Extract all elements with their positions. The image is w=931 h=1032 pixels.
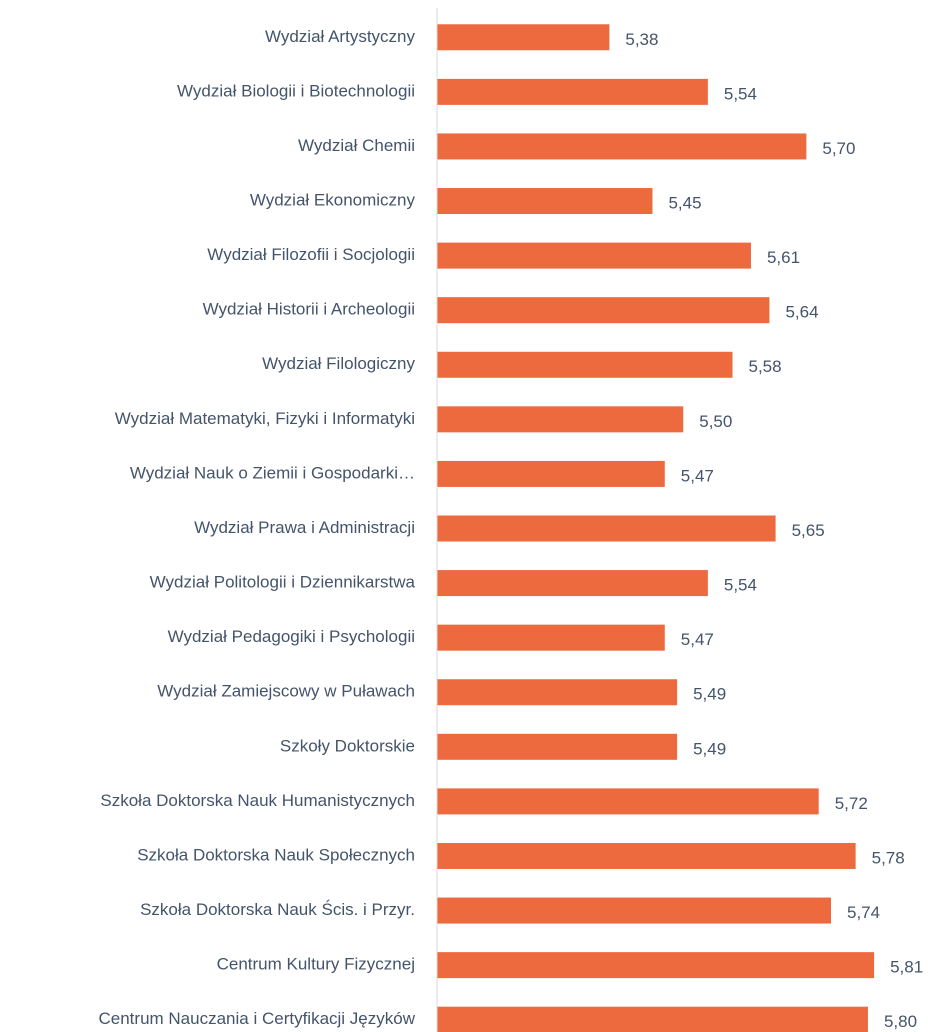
category-label: Wydział Biologii i Biotechnologii (177, 81, 415, 100)
value-label: 5,49 (693, 739, 726, 758)
value-label: 5,78 (872, 848, 905, 867)
bar (437, 24, 610, 51)
bar (437, 1006, 868, 1032)
category-label: Wydział Pedagogiki i Psychologii (168, 627, 415, 646)
value-label: 5,72 (835, 794, 868, 813)
value-label: 5,47 (681, 630, 714, 649)
category-label: Szkoła Doktorska Nauk Ścis. i Przyr. (140, 900, 415, 919)
category-label: Wydział Historii i Archeologii (203, 300, 415, 319)
bar (437, 897, 831, 924)
category-label: Wydział Chemii (298, 136, 415, 155)
category-label: Wydział Filozofii i Socjologii (207, 245, 415, 264)
category-label: Wydział Filologiczny (262, 354, 415, 373)
value-label: 5,65 (792, 521, 825, 540)
category-label: Wydział Nauk o Ziemii i Gospodarki… (130, 463, 415, 482)
category-label: Centrum Kultury Fizycznej (217, 955, 415, 974)
value-label: 5,61 (767, 248, 800, 267)
category-label: Szkoła Doktorska Nauk Społecznych (137, 845, 415, 864)
bar (437, 952, 875, 979)
value-label: 5,38 (625, 30, 658, 49)
value-label: 5,74 (847, 903, 880, 922)
value-label: 5,49 (693, 685, 726, 704)
bar (437, 406, 684, 433)
value-label: 5,50 (699, 412, 732, 431)
bar (437, 297, 770, 324)
value-label: 5,64 (785, 303, 818, 322)
value-label: 5,47 (681, 466, 714, 485)
bar (437, 133, 807, 160)
bar (437, 188, 653, 215)
bar (437, 842, 856, 869)
category-label: Szkoła Doktorska Nauk Humanistycznych (100, 791, 415, 810)
value-label: 5,80 (884, 1012, 917, 1031)
category-label: Wydział Politologii i Dziennikarstwa (150, 573, 416, 592)
category-label: Centrum Nauczania i Certyfikacji Języków (99, 1009, 416, 1028)
category-label: Wydział Ekonomiczny (250, 191, 416, 210)
category-label: Wydział Zamiejscowy w Puławach (157, 682, 415, 701)
bar (437, 788, 819, 815)
value-label: 5,54 (724, 84, 757, 103)
category-label: Szkoły Doktorskie (280, 736, 415, 755)
bar (437, 460, 665, 487)
bar (437, 570, 708, 597)
bar (437, 624, 665, 651)
bar (437, 78, 708, 105)
value-label: 5,70 (822, 139, 855, 158)
value-label: 5,58 (749, 357, 782, 376)
bar (437, 733, 678, 760)
value-label: 5,81 (890, 958, 923, 977)
category-label: Wydział Artystyczny (265, 27, 416, 46)
category-label: Wydział Prawa i Administracji (194, 518, 415, 537)
value-label: 5,45 (668, 194, 701, 213)
value-label: 5,54 (724, 576, 757, 595)
bar (437, 679, 678, 706)
bar (437, 351, 733, 378)
bar (437, 242, 751, 269)
bar (437, 515, 776, 542)
category-label: Wydział Matematyki, Fizyki i Informatyki (115, 409, 415, 428)
